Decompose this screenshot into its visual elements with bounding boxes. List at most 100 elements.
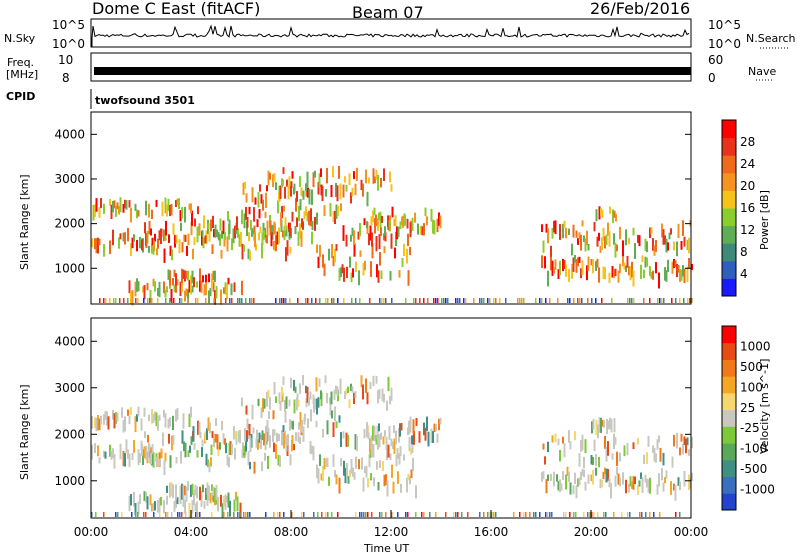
echo-cell [590,474,593,482]
clutter-cell [589,512,591,517]
colorbar-swatch [722,155,736,174]
echo-cell [176,407,179,420]
echo-cell [110,204,113,220]
echo-cell [369,381,372,390]
echo-cell [318,173,321,188]
clutter-cell [415,512,417,517]
echo-cell [279,455,281,467]
echo-cell [112,410,114,420]
echo-cell [300,231,303,247]
echo-cell [269,220,272,236]
clutter-cell [491,512,493,517]
clutter-cell [629,512,631,517]
clutter-cell [521,298,523,303]
echo-cell [311,445,313,455]
echo-cell [210,444,213,456]
freq-unit: [MHz] [6,68,38,81]
echo-cell [677,264,680,273]
echo-cell [559,224,561,240]
echo-cell [124,453,126,467]
echo-cell [106,411,108,426]
echo-cell [313,398,315,413]
clutter-cell [117,512,119,517]
echo-cell [247,248,250,260]
echo-cell [410,447,412,455]
echo-cell [569,441,572,450]
clutter-cell [157,298,159,303]
clutter-cell [253,298,255,303]
clutter-cell [679,298,681,303]
echo-cell [168,234,170,243]
echo-cell [317,181,320,195]
echo-cell [281,430,283,446]
echo-cell [392,481,395,494]
echo-cell [304,413,306,422]
echo-cell [396,226,398,240]
echo-cell [297,432,300,443]
clutter-cell [147,298,149,303]
echo-cell [311,231,313,245]
echo-cell [242,182,245,195]
echo-cell [118,237,120,249]
echo-cell [199,277,201,292]
clutter-cell [165,298,167,303]
clutter-cell [549,298,551,303]
echo-cell [587,474,590,484]
echo-cell [661,468,663,481]
echo-cell [229,500,231,517]
echo-cell [315,420,318,428]
echo-cell [292,420,294,430]
clutter-cell [105,298,107,303]
clutter-cell [247,512,249,517]
echo-cell [182,497,185,507]
echo-cell [289,222,291,237]
echo-cell [565,474,567,490]
clutter-cell [427,298,429,303]
echo-cell [143,446,146,459]
echo-cell [98,238,101,246]
clutter-cell [135,298,137,303]
echo-cell [616,451,618,467]
echo-cell [427,431,430,447]
echo-cell [161,201,164,217]
echo-cell [213,229,215,238]
echo-cell [314,170,316,178]
echo-cell [359,223,361,237]
echo-cell [665,238,668,253]
echo-cell [418,431,421,443]
clutter-cell [577,298,579,303]
clutter-cell [363,512,365,517]
echo-cell [276,432,278,443]
echo-cell [188,279,191,293]
colorbar-tick-label: 28 [740,135,755,149]
echo-cell [231,444,233,455]
echo-cell [212,281,215,292]
echo-cell [553,471,555,487]
echo-cell [326,420,329,435]
echo-cell [173,284,176,293]
clutter-cell [195,298,197,303]
echo-cell [183,441,185,452]
clutter-cell [567,298,569,303]
echo-cell [328,248,330,261]
echo-cell [234,447,236,460]
echo-cell [205,487,207,500]
echo-cell [569,482,572,495]
echo-cell [137,406,140,417]
clutter-cell [131,512,133,517]
echo-cell [280,219,283,232]
clutter-cell [587,298,589,303]
echo-cell [246,217,249,228]
colorbar-tick-label: 12 [740,223,755,237]
clutter-cell [369,298,371,303]
echo-cell [192,426,195,442]
echo-cell [373,477,375,487]
echo-cell [617,473,620,485]
clutter-cell [275,298,277,303]
velocity-xticks: 00:00 04:00 08:00 12:00 16:00 20:00 00:00 [74,510,708,539]
echo-cell [184,234,187,242]
echo-cell [211,484,213,492]
clutter-cell [245,298,247,303]
clutter-cell [381,298,383,303]
clutter-cell [687,298,689,303]
